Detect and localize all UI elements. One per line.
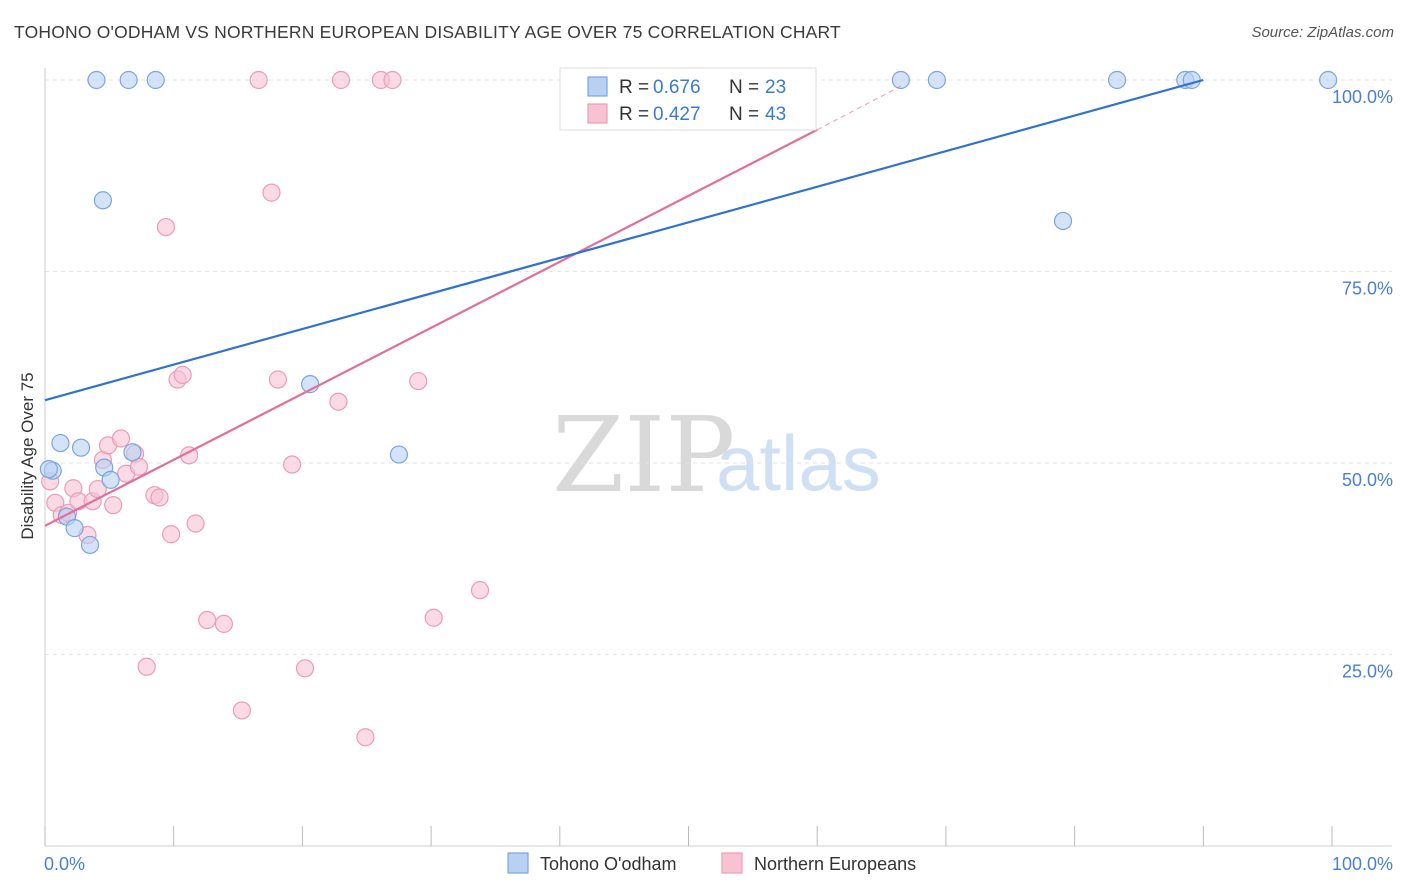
stats-legend-n-value: 23 <box>765 77 786 98</box>
legend-swatch-northern-europeans <box>721 852 743 874</box>
northern-europeans-trend-line <box>44 128 818 527</box>
stats-legend-r-value: 0.676 <box>653 77 701 98</box>
stats-legend-n-label: N = <box>729 77 759 98</box>
northern-europeans-point <box>295 659 315 678</box>
stats-legend-r-value: 0.427 <box>653 104 701 125</box>
northern-europeans-point <box>409 371 428 391</box>
y-tick-label: 50.0% <box>1342 470 1393 490</box>
tohono-oodham-point <box>389 445 409 464</box>
chart-title: TOHONO O'ODHAM VS NORTHERN EUROPEAN DISA… <box>14 22 841 42</box>
watermark-zip: ZIP <box>552 394 735 516</box>
northern-europeans-point <box>198 610 217 630</box>
axes <box>44 68 1392 847</box>
northern-europeans-point <box>104 496 123 515</box>
stats-legend-n-label: N = <box>729 104 759 125</box>
northern-europeans-point <box>470 581 490 600</box>
y-tick-label: 25.0% <box>1342 662 1393 682</box>
stats-legend-swatch-blue <box>587 76 608 97</box>
northern-europeans-point <box>262 183 281 202</box>
stats-legend-n-value: 43 <box>765 104 786 125</box>
northern-europeans-points <box>41 70 711 747</box>
tohono-oodham-point <box>123 443 142 462</box>
northern-europeans-point <box>214 614 233 633</box>
northern-europeans-point <box>283 455 302 474</box>
stats-legend-r-label: R = <box>619 104 649 125</box>
tohono-oodham-point <box>93 191 113 210</box>
x-tick-label: 0.0% <box>44 854 85 874</box>
northern-europeans-point <box>156 217 176 237</box>
tohono-oodham-point <box>80 535 100 555</box>
northern-europeans-point <box>329 392 348 411</box>
stats-legend-swatch-pink <box>587 103 608 124</box>
northern-europeans-point <box>186 514 205 533</box>
tohono-oodham-point <box>87 70 106 90</box>
stats-legend: R = 0.676 N = 23 R = 0.427 N = 43 <box>559 67 817 131</box>
northern-europeans-point <box>111 429 131 448</box>
northern-europeans-point <box>232 701 252 720</box>
x-tick-label: 100.0% <box>1332 854 1393 874</box>
y-axis-title: Disability Age Over 75 <box>18 372 37 539</box>
northern-europeans-point <box>331 70 351 90</box>
northern-europeans-point <box>268 370 288 389</box>
northern-europeans-point <box>356 728 375 747</box>
tohono-oodham-point <box>1107 70 1127 90</box>
y-tick-labels: 25.0% 50.0% 75.0% 100.0% <box>1332 87 1393 682</box>
tohono-oodham-point <box>119 70 138 90</box>
northern-europeans-point <box>162 525 181 544</box>
y-tick-label: 75.0% <box>1342 279 1393 299</box>
northern-europeans-point <box>383 70 402 90</box>
y-tick-label: 100.0% <box>1332 87 1393 107</box>
northern-europeans-point <box>150 488 169 507</box>
tohono-oodham-point <box>101 470 120 489</box>
tohono-oodham-point <box>65 519 84 538</box>
tohono-oodham-point <box>1053 211 1073 231</box>
tohono-oodham-point <box>71 438 91 457</box>
northern-europeans-point <box>137 657 156 676</box>
x-tick-labels: 0.0% 100.0% <box>44 854 1393 874</box>
northern-europeans-trend-extension <box>816 85 902 131</box>
northern-europeans-point <box>424 608 443 627</box>
legend-label-tohono-oodham: Tohono O'odham <box>540 854 677 874</box>
grid-lines <box>45 79 1392 655</box>
legend-label-northern-europeans: Northern Europeans <box>754 854 916 874</box>
trend-lines <box>44 78 1204 527</box>
northern-europeans-point <box>249 70 268 90</box>
tohono-oodham-point <box>1319 70 1338 90</box>
tohono-oodham-point <box>146 70 165 90</box>
tohono-oodham-point <box>51 433 70 453</box>
zipatlas-watermark: ZIP atlas <box>552 394 881 516</box>
tohono-oodham-point <box>891 70 910 90</box>
series-legend: Tohono O'odham Northern Europeans <box>507 852 916 874</box>
legend-swatch-tohono-oodham <box>507 852 529 874</box>
tohono-oodham-trend-line <box>44 78 1204 402</box>
tohono-oodham-point <box>927 70 946 90</box>
stats-legend-r-label: R = <box>619 77 649 98</box>
northern-europeans-point <box>173 365 192 385</box>
source-credit: Source: ZipAtlas.com <box>1251 24 1394 41</box>
tohono-oodham-point <box>39 460 58 479</box>
